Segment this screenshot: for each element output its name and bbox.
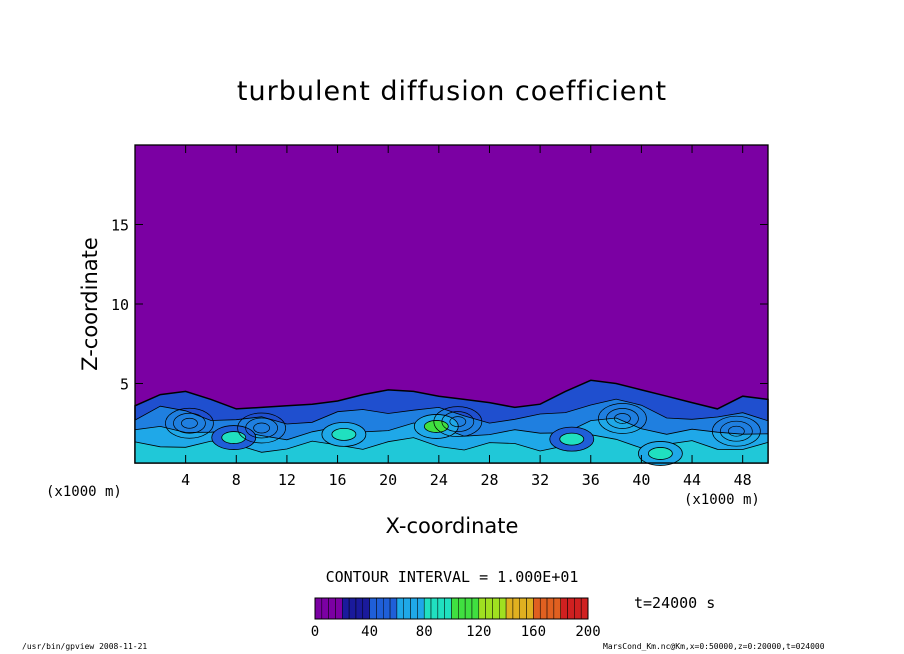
colorbar-cell [410,597,418,620]
x-tick-label: 40 [632,471,650,489]
x-tick-label: 28 [480,471,498,489]
colorbar-cell [505,597,514,620]
eddy-contour [598,403,647,434]
colorbar-cell [492,597,500,620]
colorbar-cell [348,597,357,620]
y-tick-label: 10 [111,296,129,314]
colorbar-cell [437,597,445,620]
colorbar-cell [417,597,425,620]
high-value-core [559,432,585,446]
x-tick-label: 32 [531,471,549,489]
high-value-core [331,427,357,441]
colorbar-cell [369,597,377,620]
eddy-contour [253,422,270,434]
y-axis-label: Z-coordinate [78,237,102,371]
x-unit-label-right: (x1000 m) [684,492,760,508]
contour-field [134,145,769,466]
colorbar-tick-label: 40 [361,624,378,640]
footer-right: MarsCond_Km.nc@Km,x=0:50000,z=0:20000,t=… [603,642,825,651]
colorbar-cell [355,597,364,620]
x-tick-label: 44 [683,471,701,489]
colorbar-cell [519,597,527,620]
colorbar-cell [539,597,548,620]
eddy-contour [606,408,639,429]
colorbar-cell [471,597,480,620]
colorbar-cell [553,597,561,620]
colorbar-tick-label: 160 [521,624,546,640]
colorbar-tick-label: 0 [311,624,319,640]
colorbar-cell [383,597,391,620]
colorbar-cell [342,597,350,620]
x-tick-label: 20 [379,471,397,489]
colorbar-cell [478,597,486,620]
eddy-contour [719,420,753,442]
colorbar-cell [403,597,411,620]
eddy-contour [727,425,745,437]
footer-left: /usr/bin/gpview 2008-11-21 [22,642,148,651]
colorbar-cell [464,597,473,620]
eddy-contour [614,413,631,424]
colorbar-cell [328,597,336,620]
colorbar-cell [389,597,398,620]
high-value-core [221,431,247,444]
contour-interval-label: CONTOUR INTERVAL = 1.000E+01 [325,568,579,586]
colorbar-cell [580,597,589,620]
colorbar-cell [485,597,493,620]
x-axis: 4 8 12 16 20 24 28 32 36 40 44 48 [181,145,752,489]
eddy-contour [237,412,286,444]
x-tick-label: 12 [278,471,296,489]
y-tick-label: 5 [120,376,129,394]
colorbar-cell [314,597,323,620]
colorbar-cell [335,597,343,620]
colorbar-cell [430,597,439,620]
colorbar-cell [321,597,329,620]
colorbar: 0 40 80 120 160 200 [311,597,601,640]
colorbar-cell [533,597,541,620]
colorbar-cell [362,597,370,620]
colorbar-cell [396,597,404,620]
eddy-contour [711,415,761,447]
colorbar-frame [314,597,589,620]
colorbar-cell [512,597,520,620]
x-tick-label: 36 [582,471,600,489]
colorbar-tick-label: 200 [575,624,600,640]
colorbar-cell [458,597,466,620]
high-value-core [647,447,673,460]
x-tick-label: 48 [734,471,752,489]
eddy-contour [165,407,214,439]
eddy-contour [173,412,206,434]
colorbar-cell [499,597,507,620]
eddy-contour [441,411,475,433]
colorbar-cell [567,597,575,620]
colorbar-cell [574,597,582,620]
colorbar-cell [423,597,432,620]
colorbar-tick-label: 80 [416,624,433,640]
chart-title: turbulent diffusion coefficient [236,76,668,107]
eddy-contour [433,406,483,438]
colorbar-cell [526,597,534,620]
high-value-core [423,420,449,433]
colorbar-cell [444,597,452,620]
x-axis-label: X-coordinate [385,514,519,538]
eddy-contour [449,416,467,428]
x-tick-label: 16 [329,471,347,489]
x-tick-label: 4 [181,471,190,489]
colorbar-cell [560,597,568,620]
time-label: t=24000 s [634,594,716,612]
colorbar-tick-label: 120 [466,624,491,640]
colorbar-cell [546,597,555,620]
eddy-contour [245,417,278,439]
x-tick-label: 24 [430,471,448,489]
y-tick-label: 15 [111,217,129,235]
eddy-contour [181,417,198,429]
colorbar-cell [451,597,459,620]
x-tick-label: 8 [232,471,241,489]
y-axis: 5 10 15 [111,217,768,394]
x-unit-label-left: (x1000 m) [46,484,122,500]
colorbar-cell [376,597,384,620]
